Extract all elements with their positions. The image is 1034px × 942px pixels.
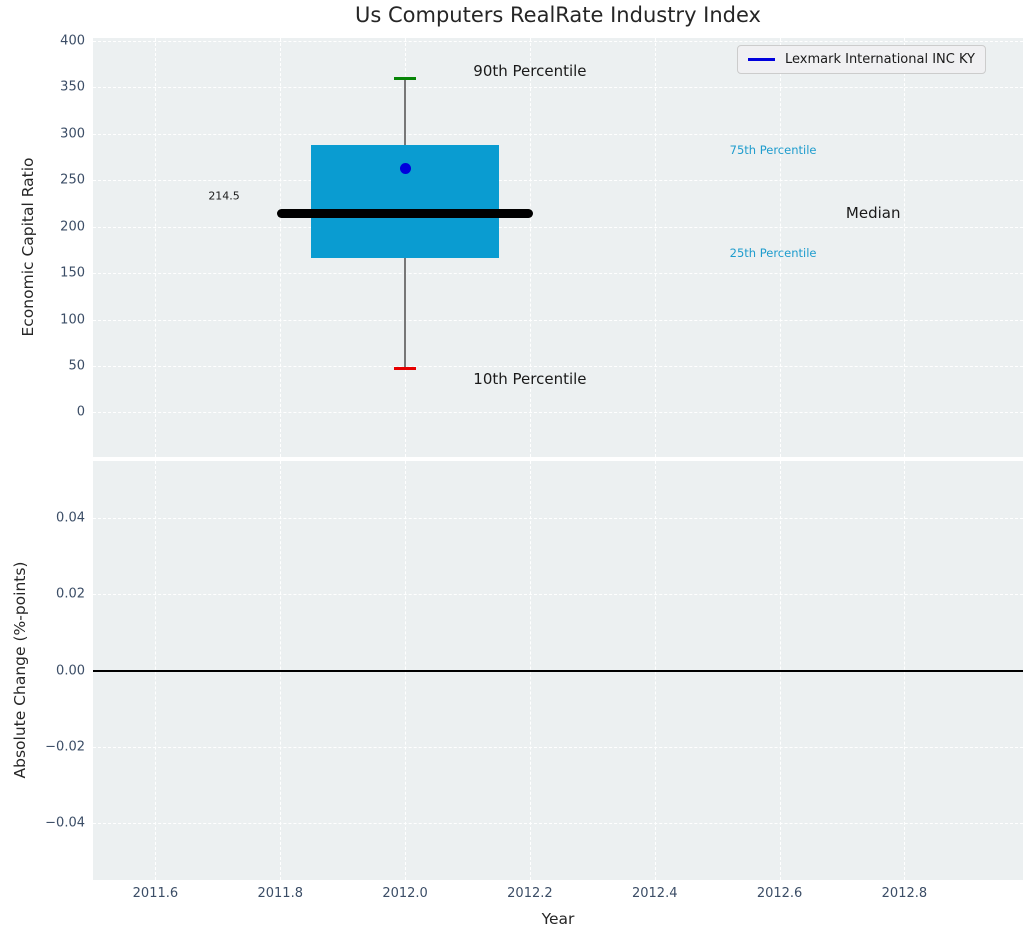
horizontal-gridline <box>93 365 1023 367</box>
chart-annotation: 214.5 <box>208 189 240 203</box>
x-tick-label: 2012.0 <box>382 886 428 901</box>
legend-line-swatch <box>748 58 775 61</box>
company-data-point <box>399 162 411 174</box>
chart-annotation: 90th Percentile <box>473 61 587 80</box>
interquartile-box <box>311 144 499 259</box>
bottom-y-axis-label: Absolute Change (%-points) <box>11 561 29 779</box>
horizontal-gridline <box>93 180 1023 182</box>
y-tick-label: 0 <box>76 404 85 420</box>
horizontal-gridline <box>93 40 1023 42</box>
vertical-gridline <box>155 38 157 457</box>
p90-cap <box>394 77 416 81</box>
y-tick-label: 300 <box>60 126 85 142</box>
x-tick-label: 2012.6 <box>756 886 803 901</box>
vertical-gridline <box>904 38 906 457</box>
horizontal-gridline <box>93 273 1023 275</box>
horizontal-gridline <box>93 594 1023 596</box>
p10-cap <box>394 367 416 371</box>
vertical-gridline <box>529 38 531 457</box>
y-tick-label: −0.02 <box>45 739 85 755</box>
median-line <box>277 208 534 218</box>
y-tick-label: 250 <box>60 172 85 188</box>
horizontal-gridline <box>93 746 1023 748</box>
x-tick-label: 2012.8 <box>881 886 928 901</box>
x-tick-label: 2012.2 <box>507 886 553 901</box>
x-tick-label: 2011.6 <box>132 886 179 901</box>
chart-annotation: 25th Percentile <box>729 245 817 260</box>
horizontal-gridline <box>93 822 1023 824</box>
bottom-plot-area <box>93 461 1023 880</box>
y-tick-label: 0.04 <box>56 510 85 526</box>
horizontal-gridline <box>93 133 1023 135</box>
y-tick-label: 150 <box>60 265 85 281</box>
chart-title: Us Computers RealRate Industry Index <box>355 3 761 27</box>
vertical-gridline <box>280 38 282 457</box>
chart-annotation: 10th Percentile <box>473 369 587 388</box>
y-tick-label: 400 <box>60 33 85 49</box>
horizontal-gridline <box>93 226 1023 228</box>
y-tick-label: 50 <box>68 358 85 374</box>
y-tick-label: 0.02 <box>56 586 85 602</box>
horizontal-gridline <box>93 518 1023 520</box>
horizontal-gridline <box>93 412 1023 414</box>
y-tick-label: 200 <box>60 219 85 235</box>
chart-annotation: Median <box>845 203 901 222</box>
y-tick-label: 350 <box>60 79 85 95</box>
chart-annotation: 75th Percentile <box>729 143 817 158</box>
y-tick-label: 100 <box>60 312 85 327</box>
vertical-gridline <box>654 38 656 457</box>
zero-change-line <box>93 669 1023 672</box>
x-tick-label: 2011.8 <box>257 886 303 901</box>
y-tick-label: −0.04 <box>45 815 85 831</box>
vertical-gridline <box>779 38 781 457</box>
x-tick-label: 2012.4 <box>631 886 678 901</box>
horizontal-gridline <box>93 319 1023 321</box>
top-y-axis-label: Economic Capital Ratio <box>19 157 37 337</box>
legend-label: Lexmark International INC KY <box>785 52 975 67</box>
x-axis-label: Year <box>541 910 575 928</box>
horizontal-gridline <box>93 87 1023 89</box>
legend[interactable]: Lexmark International INC KY <box>737 45 986 74</box>
top-plot-area <box>93 38 1023 457</box>
y-tick-label: 0.00 <box>56 663 85 678</box>
